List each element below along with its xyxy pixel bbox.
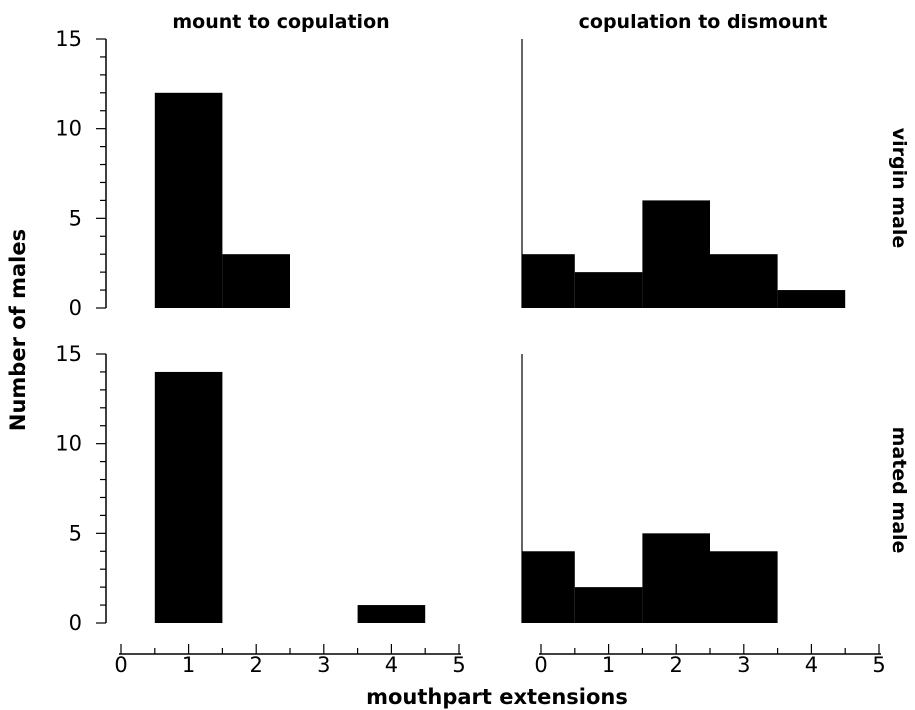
x-axis-title: mouthpart extensions <box>366 685 628 709</box>
y-tick-label: 0 <box>69 611 82 635</box>
y-axis-title: Number of males <box>6 229 30 431</box>
y-tick-label: 15 <box>55 342 82 366</box>
column-title-mount-to-copulation: mount to copulation <box>172 11 389 33</box>
histogram-bar <box>574 272 643 308</box>
y-tick-label: 5 <box>69 206 82 230</box>
x-tick-label: 2 <box>670 653 683 677</box>
x-tick-label: 2 <box>250 653 263 677</box>
x-tick-label: 5 <box>872 653 885 677</box>
row-label-virgin-male: virgin male <box>888 128 910 249</box>
histogram-bar <box>642 533 710 623</box>
x-tick-label: 5 <box>452 653 465 677</box>
x-tick-label: 3 <box>317 653 330 677</box>
y-tick-label: 15 <box>55 27 82 51</box>
histogram-bar <box>522 254 575 308</box>
y-tick-label: 10 <box>55 432 82 456</box>
histogram-bar <box>574 587 643 623</box>
chart-panel <box>521 39 846 308</box>
y-tick-label: 0 <box>69 296 82 320</box>
histogram-bar <box>222 254 290 308</box>
y-tick-label: 5 <box>69 521 82 545</box>
histogram-bar <box>642 200 710 308</box>
histogram-bar <box>154 92 223 308</box>
histogram-bar <box>710 551 778 623</box>
y-tick-label: 10 <box>55 117 82 141</box>
row-label-mated-male: mated male <box>888 427 910 554</box>
chart-panel: 0 5 10 15 0 1 2 3 4 5 <box>55 342 465 677</box>
column-title-copulation-to-dismount: copulation to dismount <box>579 11 828 33</box>
x-tick-label: 4 <box>385 653 398 677</box>
histogram-bar <box>777 290 846 308</box>
histogram-bar <box>522 551 575 623</box>
chart-panel: 0 5 10 15 <box>55 27 290 320</box>
x-tick-label: 0 <box>534 653 547 677</box>
histogram-bar <box>710 254 778 308</box>
x-tick-label: 3 <box>737 653 750 677</box>
histogram-bar <box>357 605 426 623</box>
chart-panels: 0 5 10 15 0 5 10 15 0 1 2 3 4 5 0 1 2 3 4 5 <box>55 27 885 677</box>
x-tick-label: 1 <box>602 653 615 677</box>
x-tick-label: 4 <box>805 653 818 677</box>
chart-panel: 0 1 2 3 4 5 <box>521 354 886 677</box>
histogram-bar <box>154 371 223 623</box>
x-tick-label: 1 <box>182 653 195 677</box>
x-tick-label: 0 <box>114 653 127 677</box>
